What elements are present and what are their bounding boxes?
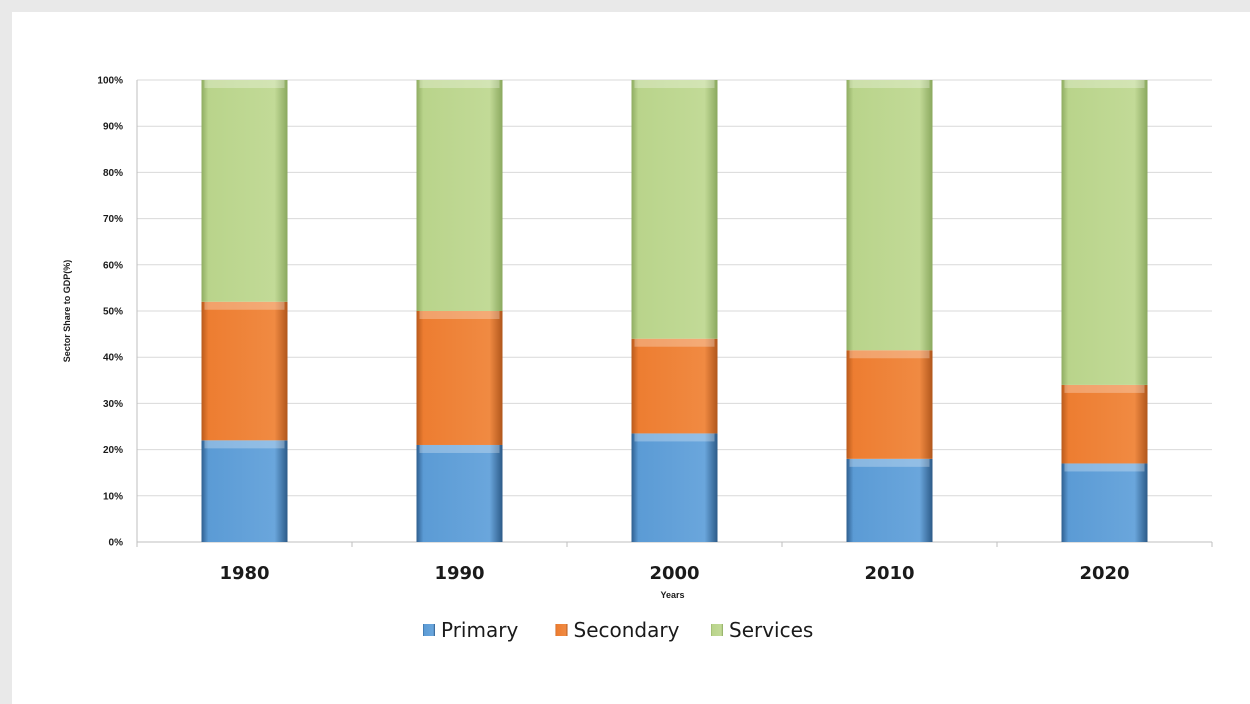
bar-bevel — [849, 80, 930, 88]
bar-services-2020 — [1061, 80, 1148, 385]
stacked-bar-chart: 0% 10% 20% 30% 40% 50% 60% 70% 80% 90% 100% 1980 199… — [62, 76, 1213, 642]
bar-secondary-1980 — [201, 301, 288, 441]
y-tick-label: 60% — [103, 260, 123, 271]
x-tick-label: 2010 — [864, 563, 914, 584]
y-tick-label: 20% — [103, 445, 123, 456]
bar-primary-2020 — [1061, 463, 1148, 542]
bar-secondary-2020 — [1061, 384, 1148, 464]
bar-bevel — [1064, 463, 1145, 472]
y-tick-label: 0% — [109, 538, 124, 549]
legend: Primary Secondary Services — [423, 618, 813, 642]
y-tick-label: 50% — [103, 307, 123, 318]
bar-secondary-1990 — [416, 311, 503, 445]
bar-primary-2010 — [846, 458, 933, 542]
legend-swatch-primary — [423, 624, 435, 636]
bar-primary-1980 — [201, 440, 288, 542]
x-tick-label: 1990 — [434, 563, 484, 584]
bar-bevel — [419, 444, 500, 453]
y-axis-title: Sector Share to GDP(%) — [62, 260, 72, 363]
x-axis-title: Years — [660, 590, 684, 600]
bar-bevel — [849, 458, 930, 467]
bar-secondary-2000 — [631, 338, 718, 434]
bar-services-1990 — [416, 80, 503, 311]
bar-bevel — [634, 80, 715, 88]
bar-primary-1990 — [416, 444, 503, 542]
x-tick-label: 2000 — [649, 563, 699, 584]
bar-bevel — [1064, 384, 1145, 393]
chart-frame: 0% 10% 20% 30% 40% 50% 60% 70% 80% 90% 100% 1980 199… — [12, 12, 1250, 704]
legend-label-services: Services — [729, 618, 813, 642]
bar-bevel — [634, 433, 715, 442]
y-tick-label: 100% — [97, 76, 123, 87]
bar-services-1980 — [201, 80, 288, 302]
bar-services-2000 — [631, 80, 718, 339]
bar-bevel — [204, 301, 285, 310]
legend-swatch-secondary — [555, 624, 568, 636]
y-tick-label: 70% — [103, 214, 123, 225]
bar-bevel — [849, 350, 930, 359]
legend-label-primary: Primary — [441, 618, 518, 642]
bar-bevel — [204, 440, 285, 449]
x-tick-label: 1980 — [219, 563, 269, 584]
bar-primary-2000 — [631, 433, 718, 542]
y-tick-label: 40% — [103, 353, 123, 364]
axes — [136, 80, 1213, 547]
bar-bevel — [634, 338, 715, 347]
legend-label-secondary: Secondary — [574, 618, 680, 642]
bar-bevel — [1064, 80, 1145, 88]
x-tick-label: 2020 — [1079, 563, 1129, 584]
y-tick-label: 30% — [103, 399, 123, 410]
bars — [201, 80, 1148, 542]
y-tick-label: 10% — [103, 491, 123, 502]
y-tick-label: 90% — [103, 122, 123, 133]
axis-labels: 0% 10% 20% 30% 40% 50% 60% 70% 80% 90% 100% 1980 199… — [97, 76, 1129, 585]
legend-swatch-services — [711, 624, 723, 636]
bar-services-2010 — [846, 80, 933, 351]
bar-bevel — [204, 80, 285, 88]
y-tick-label: 80% — [103, 168, 123, 179]
bar-bevel — [419, 311, 500, 319]
bar-bevel — [419, 80, 500, 88]
bar-secondary-2010 — [846, 350, 933, 459]
